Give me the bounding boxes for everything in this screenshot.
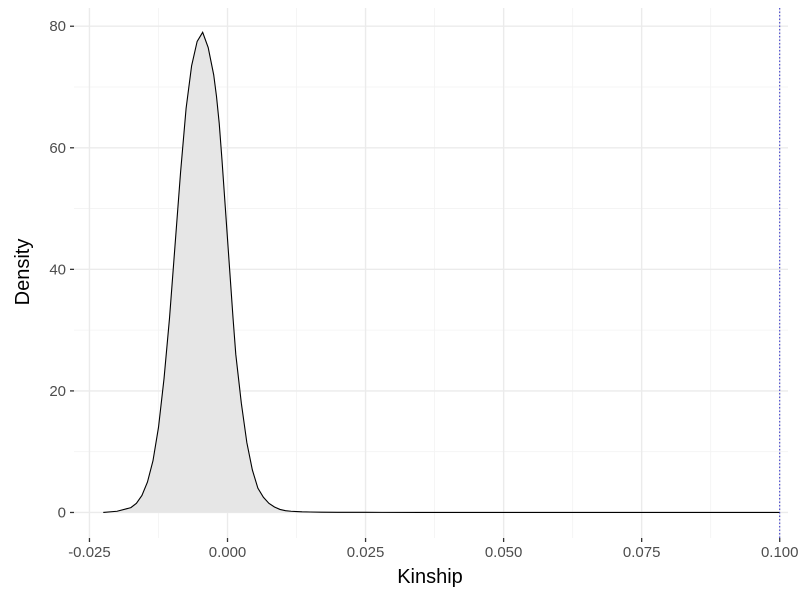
y-axis-title: Density — [12, 239, 34, 306]
x-tick-label: 0.050 — [485, 544, 523, 561]
x-tick-label: -0.025 — [68, 544, 111, 561]
y-tick-label: 80 — [49, 18, 66, 35]
y-tick-label: 60 — [49, 140, 66, 157]
density-curve — [103, 31, 780, 514]
x-tick-label: 0.075 — [623, 544, 661, 561]
y-axis-ticks: 0 20 40 60 80 — [49, 18, 74, 521]
x-tick-label: 0.100 — [761, 544, 799, 561]
y-tick-label: 40 — [49, 261, 66, 278]
y-tick-label: 0 — [58, 504, 66, 521]
x-axis-ticks: -0.025 0.000 0.025 0.050 0.075 0.100 — [68, 538, 798, 561]
x-axis-title: Kinship — [397, 566, 463, 588]
density-area — [103, 32, 780, 513]
x-tick-label: 0.000 — [209, 544, 247, 561]
y-tick-label: 20 — [49, 383, 66, 400]
x-tick-label: 0.025 — [347, 544, 385, 561]
